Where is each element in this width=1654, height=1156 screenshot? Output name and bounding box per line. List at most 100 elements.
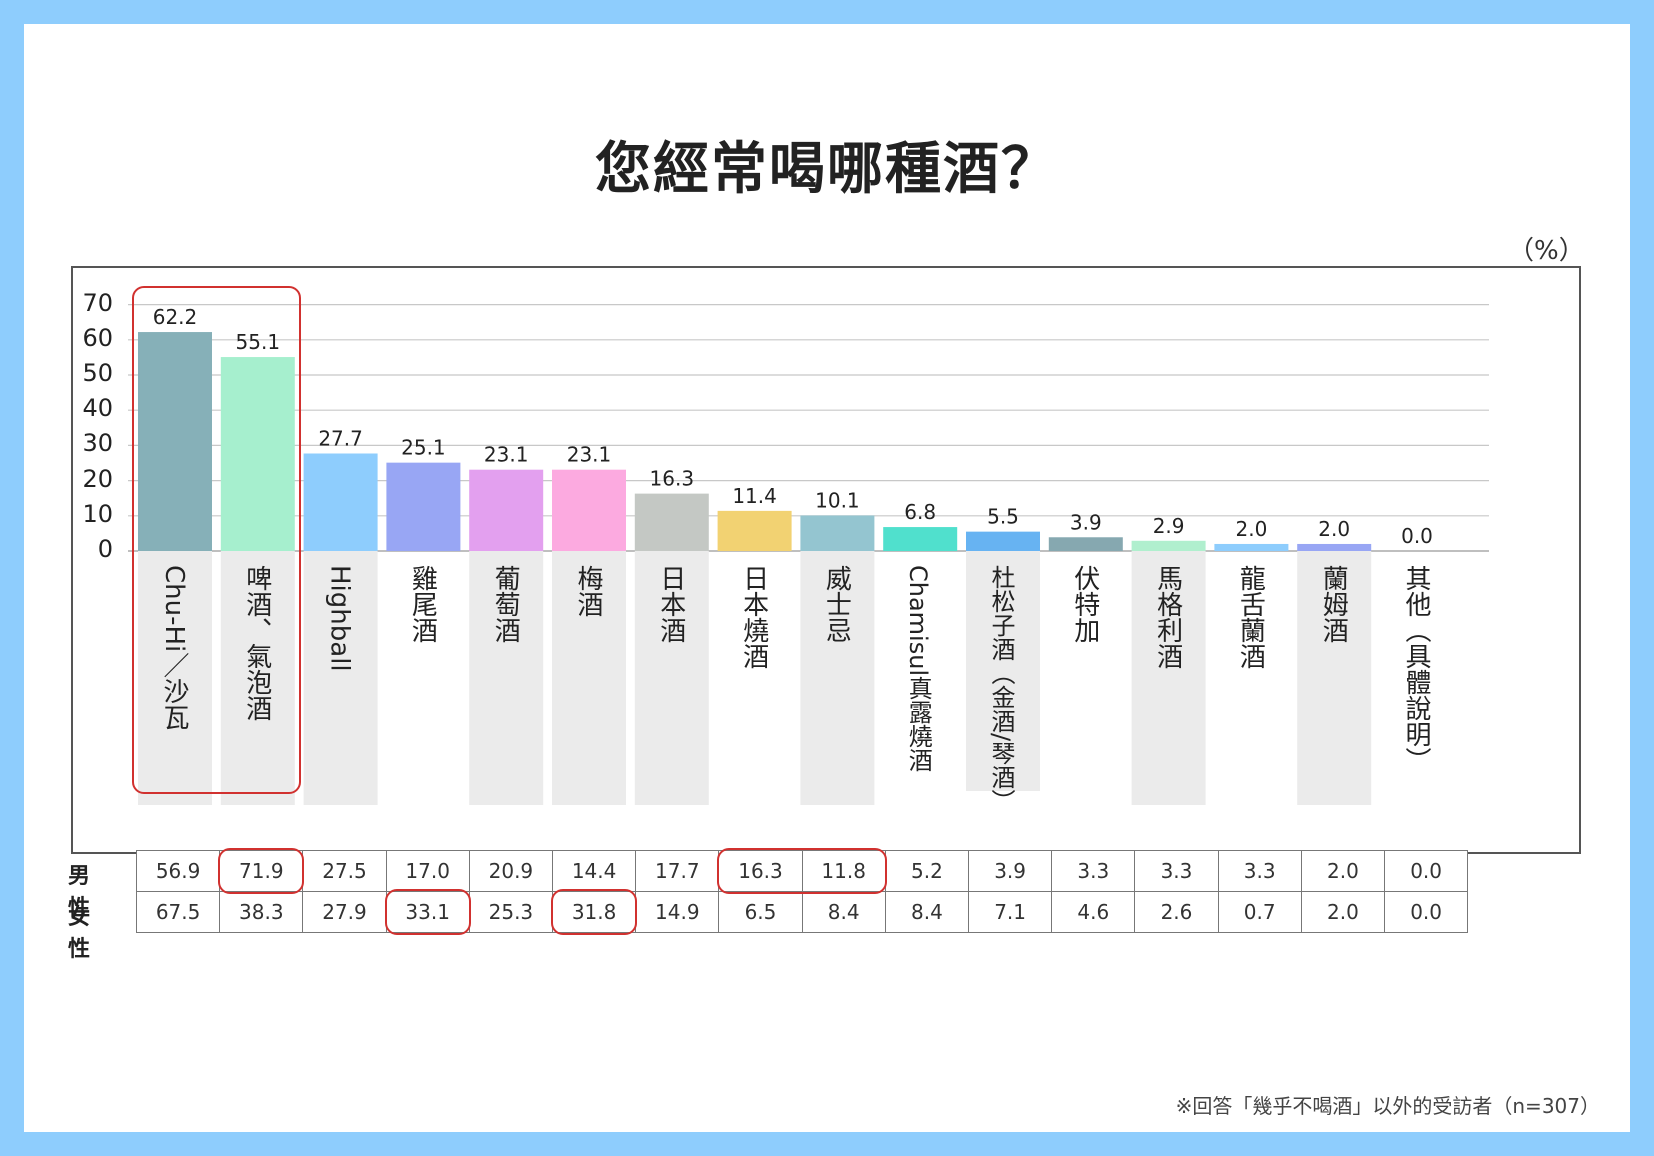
- bar: [1131, 540, 1206, 551]
- table-cell: 4.6: [1051, 891, 1136, 933]
- highlight-box: [132, 286, 301, 794]
- table-cell: 33.1: [385, 891, 470, 933]
- y-tick-label: 10: [82, 499, 113, 528]
- table-cell: 27.9: [302, 891, 387, 933]
- category-label: 龍舌蘭酒: [1235, 565, 1266, 669]
- y-tick-label: 60: [82, 323, 113, 352]
- category-label-background: [220, 551, 295, 805]
- table-cell: 8.4: [884, 891, 969, 933]
- bar: [1048, 537, 1123, 551]
- bar: [303, 453, 378, 551]
- y-tick-label: 40: [82, 394, 113, 423]
- bar: [717, 510, 792, 551]
- table-cell: 67.5: [136, 891, 221, 933]
- data-label: 2.0: [1235, 517, 1267, 541]
- category-label: 杜松子酒（金酒/琴酒）: [987, 565, 1015, 814]
- table-cell: 31.8: [552, 891, 637, 933]
- category-label-background: [469, 551, 544, 805]
- data-label: 16.3: [650, 467, 695, 491]
- table-cell: 0.7: [1217, 891, 1302, 933]
- bar: [1214, 543, 1289, 551]
- table-cell: 3.3: [1217, 850, 1302, 892]
- table-highlight: [218, 848, 305, 894]
- category-label-background: [138, 551, 212, 805]
- table-cell: 14.4: [552, 850, 637, 892]
- y-tick-label: 0: [97, 535, 113, 563]
- y-tick-label: 30: [82, 429, 113, 458]
- table-cell: 71.9: [219, 850, 304, 892]
- category-label: Chu-Hi／沙瓦: [159, 565, 189, 731]
- table-cell: 17.7: [635, 850, 720, 892]
- data-label: 5.5: [987, 505, 1019, 529]
- table-cell: 38.3: [219, 891, 304, 933]
- category-label-background: [800, 551, 875, 805]
- category-label-background: [634, 551, 709, 805]
- table-cell: 14.9: [635, 891, 720, 933]
- table-cell: 2.0: [1300, 891, 1385, 933]
- category-label: 伏特加: [1069, 565, 1100, 643]
- category-label: 蘭姆酒: [1318, 565, 1349, 643]
- category-label: 葡萄酒: [490, 565, 521, 643]
- footnote: ※回答「幾乎不喝酒」以外的受訪者（n=307）: [1175, 1094, 1600, 1118]
- category-label: Chamisul真露燒酒: [904, 565, 933, 773]
- data-label: 25.1: [401, 436, 446, 460]
- y-tick-label: 70: [82, 288, 113, 317]
- table-cell: 11.8: [801, 850, 886, 892]
- y-tick-label: 20: [82, 464, 113, 493]
- table-cell: 27.5: [302, 850, 387, 892]
- bar: [386, 462, 461, 551]
- chart-card: 您經常喝哪種酒？ （%） 62.2 55.1 27.7 25.1 23.1 23.1 16.…: [24, 24, 1630, 1132]
- table-cell: 25.3: [468, 891, 553, 933]
- category-label: 梅酒: [573, 565, 603, 617]
- bar: [800, 515, 875, 551]
- table-cell: 7.1: [968, 891, 1053, 933]
- bar: [220, 357, 295, 551]
- table-cell: 0.0: [1384, 891, 1469, 933]
- category-label-background: [966, 551, 1040, 791]
- table-cell: 3.3: [1051, 850, 1136, 892]
- bar: [469, 469, 544, 551]
- bar: [552, 469, 626, 551]
- table-row-label: 女性: [68, 905, 91, 962]
- table-row-label: 男性: [68, 864, 91, 921]
- unit-label: （%）: [1508, 236, 1585, 266]
- category-label: 日本燒酒: [738, 565, 769, 669]
- category-label: 威士忌: [821, 565, 852, 643]
- category-label: 馬格利酒: [1152, 565, 1183, 669]
- table-cell: 17.0: [385, 850, 470, 892]
- table-cell: 56.9: [136, 850, 221, 892]
- bar: [138, 332, 212, 551]
- table-cell: 0.0: [1384, 850, 1469, 892]
- category-label-background: [303, 551, 378, 805]
- category-label: 日本酒: [655, 565, 686, 643]
- data-label: 62.2: [153, 305, 198, 329]
- data-label: 6.8: [904, 500, 936, 524]
- data-label: 0.0: [1401, 524, 1433, 548]
- category-label-background: [1297, 551, 1372, 805]
- bar-chart: 62.2 55.1 27.7 25.1 23.1 23.1 16.3 11.4 10.1 6.8 5…: [128, 303, 1489, 805]
- data-label: 11.4: [732, 484, 777, 508]
- bar: [634, 493, 709, 551]
- category-label: Highball: [324, 565, 355, 672]
- table-cell: 8.4: [801, 891, 886, 933]
- table-cell: 20.9: [468, 850, 553, 892]
- category-label: 啤酒、氣泡酒: [241, 565, 272, 721]
- category-label-background: [552, 551, 626, 805]
- category-label: 雞尾酒: [407, 565, 438, 643]
- table-highlight: [551, 889, 638, 935]
- table-highlight: [384, 889, 471, 935]
- y-tick-label: 50: [82, 359, 113, 387]
- chart-title: 您經常喝哪種酒？: [595, 137, 1059, 202]
- data-label: 2.0: [1318, 517, 1350, 541]
- data-label: 55.1: [236, 330, 281, 354]
- table-cell: 3.9: [968, 850, 1053, 892]
- data-label: 27.7: [318, 426, 363, 450]
- data-label: 2.9: [1153, 514, 1185, 538]
- data-label: 23.1: [484, 443, 529, 467]
- plot-area: 62.2 55.1 27.7 25.1 23.1 23.1 16.3 11.4 10.1 6.8 5…: [71, 266, 1581, 854]
- data-label: 10.1: [815, 488, 860, 512]
- table-cell: 6.5: [718, 891, 803, 933]
- category-label: 其他（具體說明）: [1401, 565, 1431, 773]
- table-cell: 2.0: [1300, 850, 1385, 892]
- table-cell: 2.6: [1134, 891, 1219, 933]
